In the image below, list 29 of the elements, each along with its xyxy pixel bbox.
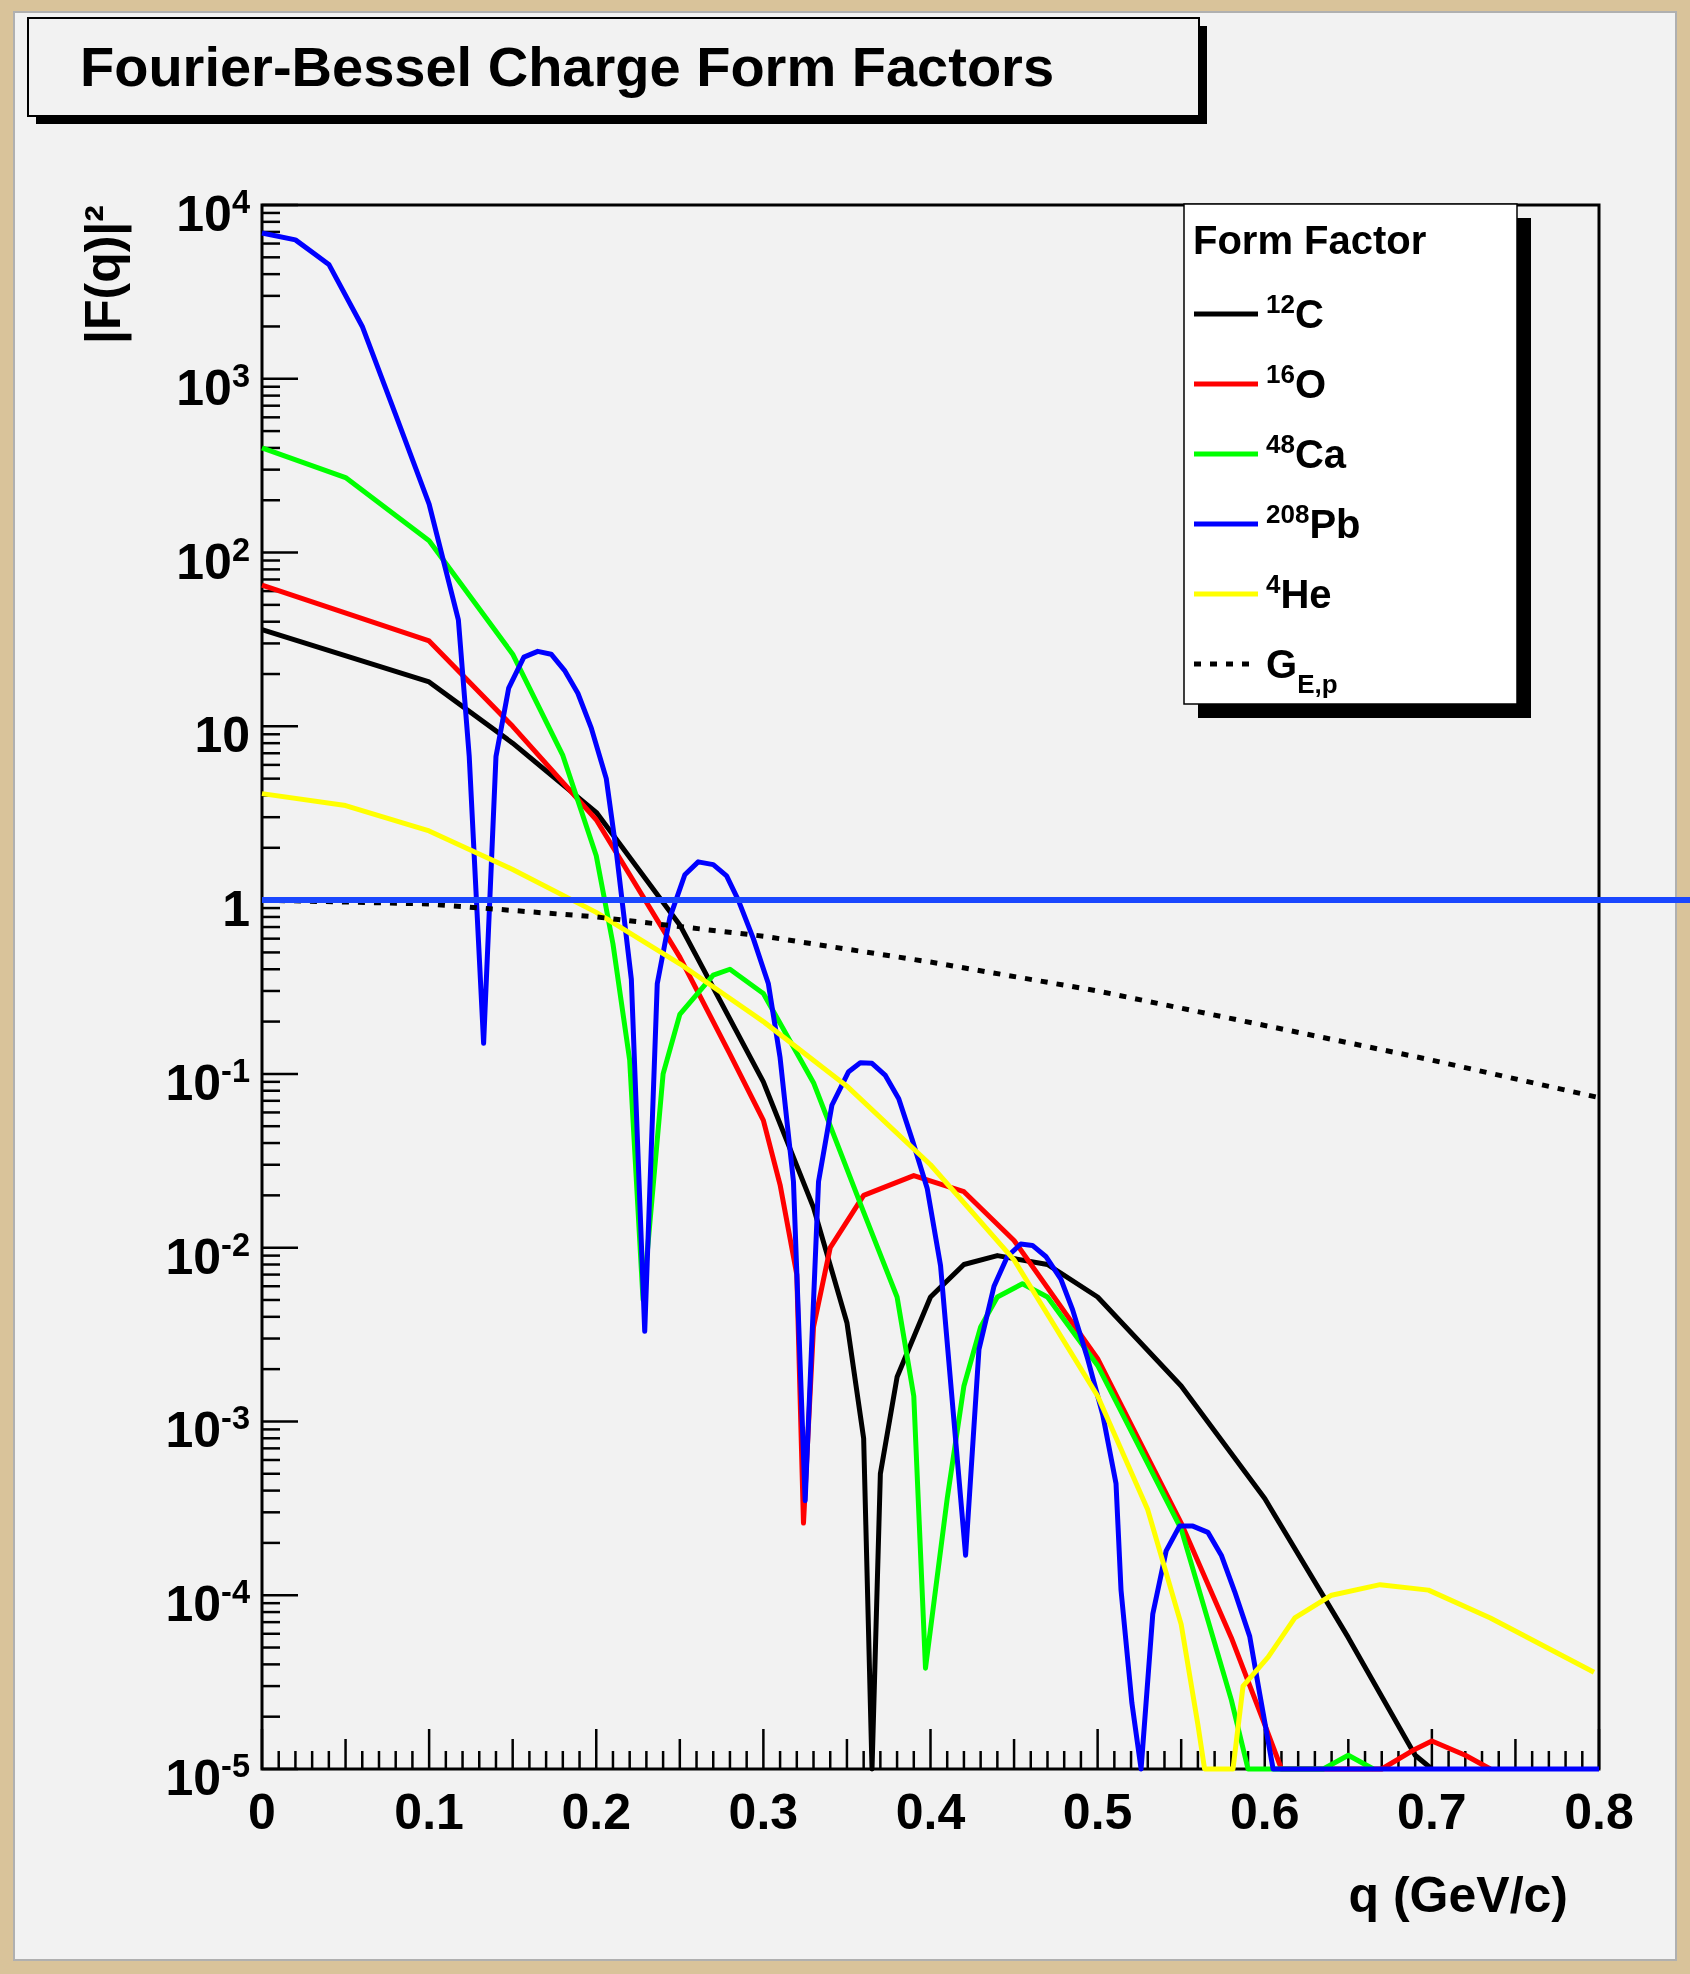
x-tick-label: 0.3 [728,1784,799,1840]
legend-label: $^{48}$Ca [1266,429,1347,476]
y-tick-label: 10$^{2}$ [176,531,250,590]
y-tick-label: 10$^{-1}$ [165,1052,250,1111]
x-tick-label: 0.7 [1397,1784,1467,1840]
y-axis-title: |F(q)|² [75,205,132,345]
legend-title: Form Factor [1193,218,1427,262]
x-tick-label: 0.1 [394,1784,464,1840]
x-tick-label: 0.8 [1564,1784,1634,1840]
legend-label: $^{208}$Pb [1266,499,1361,546]
chart-title: Fourier-Bessel Charge Form Factors [80,35,1055,98]
x-tick-label: 0.5 [1062,1784,1133,1840]
y-tick-label: 10$^{-4}$ [165,1574,250,1633]
y-tick-label: 10 [194,707,250,764]
legend-label: G$_{E,p}$ [1266,642,1338,699]
y-tick-label: 10$^{-2}$ [165,1226,250,1285]
y-tick-label: 10$^{3}$ [176,357,250,416]
x-tick-label: 0.2 [561,1784,632,1840]
legend-label: $^{12}$C [1266,289,1324,336]
x-tick-label: 0.6 [1229,1784,1300,1840]
legend-label: $^{4}$He [1266,569,1332,616]
y-tick-label: 10$^{-3}$ [165,1400,250,1459]
y-tick-label: 10$^{-5}$ [165,1748,250,1806]
legend-label: $^{16}$O [1266,359,1327,406]
y-tick-label: 1 [222,881,250,938]
y-tick-label: 10$^{4}$ [176,184,250,242]
x-tick-label: 0 [248,1784,276,1840]
x-tick-label: 0.4 [895,1784,966,1840]
x-axis-title: q (GeV/c) [1348,1867,1568,1923]
